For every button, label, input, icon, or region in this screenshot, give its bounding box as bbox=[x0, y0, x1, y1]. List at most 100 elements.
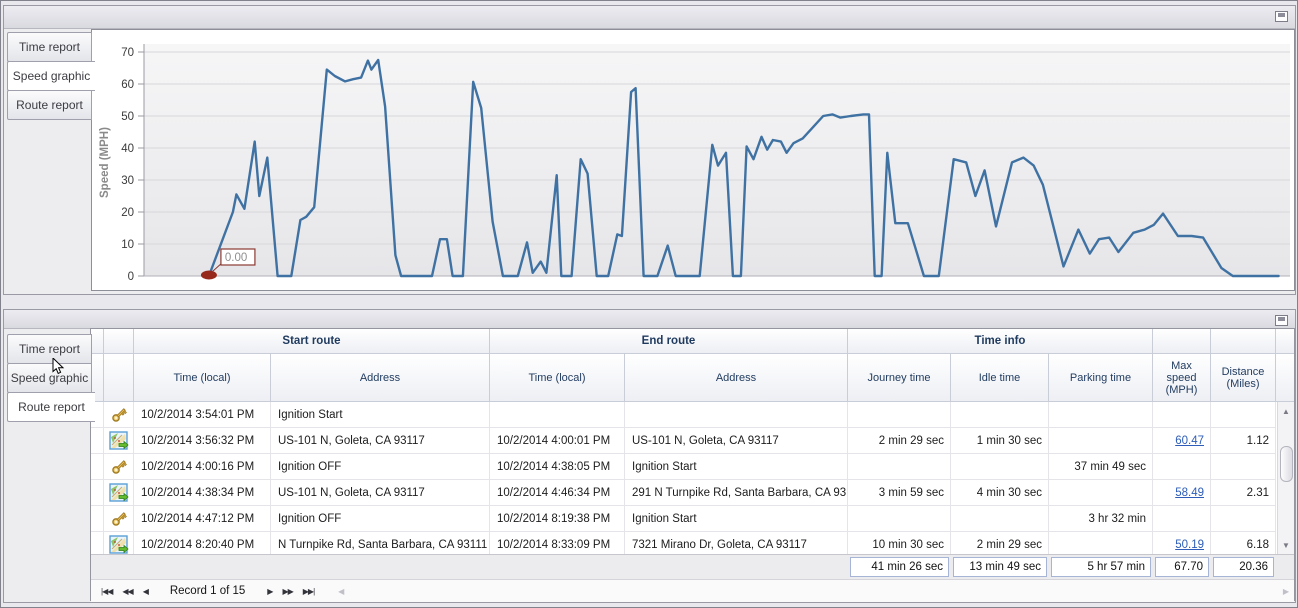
header-end-address[interactable]: Address bbox=[625, 354, 848, 402]
speed-chart[interactable]: 0 10 20 30 40 50 60 70 Speed (MPH) 0.00 bbox=[91, 29, 1295, 291]
tab-time-report[interactable]: Time report bbox=[7, 32, 92, 62]
table-row[interactable]: 10/2/2014 4:00:16 PM Ignition OFF 10/2/201… bbox=[91, 454, 1294, 480]
row-indicator-cell bbox=[91, 480, 104, 506]
collapse-panel-icon[interactable] bbox=[1275, 315, 1288, 326]
y-tick-label: 20 bbox=[121, 207, 134, 219]
y-tick-label: 40 bbox=[121, 143, 134, 155]
end-address-cell: 291 N Turnpike Rd, Santa Barbara, CA 931… bbox=[625, 480, 848, 506]
header-blank bbox=[104, 329, 134, 354]
parking-time-cell bbox=[1049, 480, 1153, 506]
speed-graphic-panel-body: Time report Speed graphic Route report 0 10… bbox=[4, 28, 1295, 294]
route-map-cell bbox=[104, 480, 134, 506]
summary-parking-time: 5 hr 57 min bbox=[1051, 557, 1151, 577]
journey-time-cell bbox=[848, 454, 951, 480]
tab-route-report[interactable]: Route report bbox=[7, 392, 95, 422]
max-speed-link[interactable]: 50.19 bbox=[1175, 538, 1204, 551]
header-start-time[interactable]: Time (local) bbox=[134, 354, 271, 402]
vertical-scrollbar[interactable]: ▲ ▼ bbox=[1277, 402, 1294, 554]
summary-distance: 20.36 bbox=[1213, 557, 1274, 577]
end-time-cell: 10/2/2014 8:19:38 PM bbox=[490, 506, 625, 532]
record-nav-button[interactable]: ▶▶ bbox=[282, 586, 293, 596]
header-group-end-route[interactable]: End route bbox=[490, 329, 848, 354]
table-row[interactable]: 10/2/2014 4:38:34 PM US-101 N, Goleta, CA… bbox=[91, 480, 1294, 506]
record-nav-button[interactable]: ◀ bbox=[142, 586, 149, 596]
header-start-address[interactable]: Address bbox=[271, 354, 490, 402]
scroll-up-icon[interactable]: ▲ bbox=[1282, 406, 1290, 416]
y-tick-label: 30 bbox=[121, 175, 134, 187]
max-speed-cell bbox=[1153, 454, 1211, 480]
header-max-speed[interactable]: Max speed (MPH) bbox=[1153, 354, 1211, 402]
start-time-cell: 10/2/2014 3:54:01 PM bbox=[134, 402, 271, 428]
start-address-cell: Ignition Start bbox=[271, 402, 490, 428]
max-speed-cell[interactable]: 50.19 bbox=[1153, 532, 1211, 554]
table-row[interactable]: 10/2/2014 8:20:40 PM N Turnpike Rd, Santa… bbox=[91, 532, 1294, 554]
record-navigator: |◀◀ ◀◀ ◀ Record 1 of 15 ▶ ▶▶ ▶▶| ◀ ▶ bbox=[91, 579, 1294, 602]
route-map-icon bbox=[108, 534, 129, 554]
tab-route-report[interactable]: Route report bbox=[7, 90, 92, 120]
table-row[interactable]: 10/2/2014 4:47:12 PM Ignition OFF 10/2/201… bbox=[91, 506, 1294, 532]
record-nav-button[interactable]: ▶ bbox=[267, 586, 273, 596]
speed-chart-plot[interactable]: 0 10 20 30 40 50 60 70 Speed (MPH) 0.00 bbox=[94, 32, 1292, 286]
header-group-start-route[interactable]: Start route bbox=[134, 329, 490, 354]
header-blank bbox=[1153, 329, 1211, 354]
journey-time-cell: 2 min 29 sec bbox=[848, 428, 951, 454]
idle-time-cell bbox=[951, 402, 1049, 428]
end-address-cell: US-101 N, Goleta, CA 93117 bbox=[625, 428, 848, 454]
ignition-key-cell bbox=[104, 454, 134, 480]
table-row[interactable]: 10/2/2014 3:56:32 PM US-101 N, Goleta, CA… bbox=[91, 428, 1294, 454]
y-tick-label: 60 bbox=[121, 79, 134, 91]
max-speed-cell bbox=[1153, 402, 1211, 428]
parking-time-cell: 3 hr 32 min bbox=[1049, 506, 1153, 532]
max-speed-link[interactable]: 60.47 bbox=[1175, 434, 1204, 447]
header-end-time[interactable]: Time (local) bbox=[490, 354, 625, 402]
header-blank bbox=[1276, 354, 1294, 402]
tab-speed-graphic[interactable]: Speed graphic bbox=[7, 61, 95, 91]
distance-cell: 6.18 bbox=[1211, 532, 1276, 554]
start-address-cell: N Turnpike Rd, Santa Barbara, CA 93111 bbox=[271, 532, 490, 554]
max-speed-cell[interactable]: 60.47 bbox=[1153, 428, 1211, 454]
y-tick-label: 70 bbox=[121, 47, 134, 59]
parking-time-cell bbox=[1049, 402, 1153, 428]
table-row[interactable]: 10/2/2014 3:54:01 PM Ignition Start bbox=[91, 402, 1294, 428]
ignition-key-cell bbox=[104, 506, 134, 532]
top-tabstrip: Time report Speed graphic Route report bbox=[7, 32, 97, 120]
journey-time-cell: 10 min 30 sec bbox=[848, 532, 951, 554]
record-nav-button[interactable]: |◀◀ bbox=[101, 586, 113, 596]
hscroll-right-icon[interactable]: ▶ bbox=[1282, 586, 1289, 596]
max-speed-cell[interactable]: 58.49 bbox=[1153, 480, 1211, 506]
header-journey-time[interactable]: Journey time bbox=[848, 354, 951, 402]
route-map-icon bbox=[108, 482, 129, 502]
row-indicator-cell bbox=[91, 428, 104, 454]
record-nav-button[interactable]: ▶▶| bbox=[302, 586, 315, 596]
route-map-icon bbox=[108, 430, 129, 450]
scrollbar-thumb[interactable] bbox=[1280, 446, 1293, 482]
start-time-cell: 10/2/2014 4:38:34 PM bbox=[134, 480, 271, 506]
max-speed-link[interactable]: 58.49 bbox=[1175, 486, 1204, 499]
journey-time-cell bbox=[848, 506, 951, 532]
y-tick-label: 50 bbox=[121, 111, 134, 123]
journey-time-cell bbox=[848, 402, 951, 428]
scroll-down-icon[interactable]: ▼ bbox=[1282, 540, 1290, 550]
idle-time-cell: 4 min 30 sec bbox=[951, 480, 1049, 506]
route-map-cell bbox=[104, 532, 134, 554]
hscroll-left-icon[interactable]: ◀ bbox=[338, 586, 344, 596]
record-nav-button[interactable]: ◀◀ bbox=[122, 586, 133, 596]
header-distance[interactable]: Distance (Miles) bbox=[1211, 354, 1276, 402]
speed-graphic-panel-titlebar bbox=[4, 6, 1295, 29]
header-parking-time[interactable]: Parking time bbox=[1049, 354, 1153, 402]
distance-cell: 2.31 bbox=[1211, 480, 1276, 506]
tab-time-report[interactable]: Time report bbox=[7, 334, 92, 364]
tab-speed-graphic[interactable]: Speed graphic bbox=[7, 363, 92, 393]
idle-time-cell bbox=[951, 506, 1049, 532]
speed-graphic-panel: Time report Speed graphic Route report 0 10… bbox=[3, 5, 1296, 295]
header-idle-time[interactable]: Idle time bbox=[951, 354, 1049, 402]
start-point-marker[interactable] bbox=[200, 270, 217, 280]
header-group-time-info[interactable]: Time info bbox=[848, 329, 1153, 354]
start-time-cell: 10/2/2014 4:47:12 PM bbox=[134, 506, 271, 532]
start-address-cell: Ignition OFF bbox=[271, 454, 490, 480]
end-time-cell: 10/2/2014 4:38:05 PM bbox=[490, 454, 625, 480]
start-address-cell: US-101 N, Goleta, CA 93117 bbox=[271, 428, 490, 454]
collapse-panel-icon[interactable] bbox=[1275, 11, 1288, 22]
summary-journey-time: 41 min 26 sec bbox=[850, 557, 949, 577]
